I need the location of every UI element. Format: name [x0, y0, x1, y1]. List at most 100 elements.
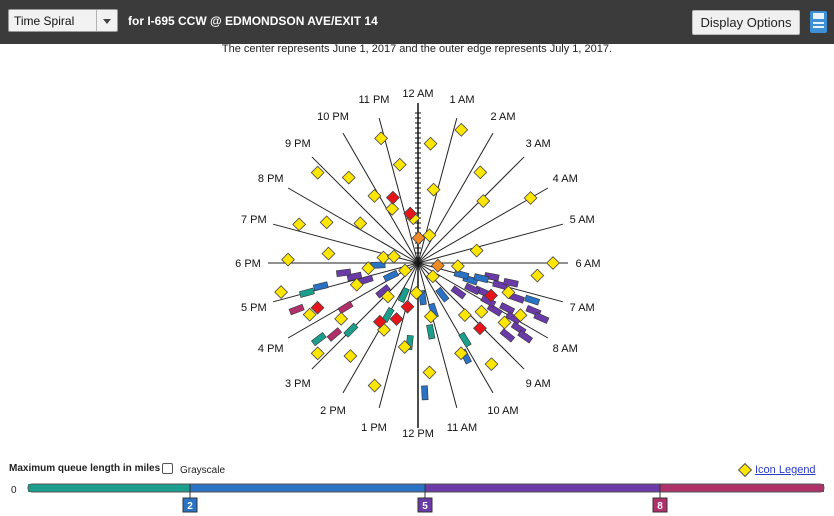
event-diamond-mark [423, 136, 438, 151]
view-select-label: Time Spiral [14, 14, 75, 28]
queue-bar-mark [503, 278, 519, 288]
grayscale-checkbox[interactable] [162, 463, 173, 474]
icon-legend-link[interactable]: Icon Legend [755, 464, 816, 476]
hour-label: 10 PM [317, 111, 349, 123]
event-diamond-mark [430, 258, 445, 273]
event-diamond-mark [469, 243, 484, 258]
hour-label: 6 PM [235, 258, 261, 270]
queue-length-scale: 2 5 8 [27, 483, 825, 513]
queue-bar-mark [473, 273, 490, 284]
queue-bar-mark [458, 331, 472, 348]
hour-label: 6 AM [575, 258, 600, 270]
event-diamond-mark [501, 285, 516, 300]
hour-spoke [311, 156, 419, 264]
threshold-marker [652, 497, 668, 513]
queue-bar-mark [426, 324, 436, 340]
hour-label: 5 PM [241, 302, 267, 314]
event-diamond-mark [310, 165, 325, 180]
hour-spoke [417, 262, 458, 409]
queue-bar-mark [486, 303, 503, 317]
event-diamond-mark [343, 349, 358, 363]
threshold-label: 2 [187, 501, 193, 512]
queue-bar-mark [524, 294, 541, 306]
hour-label: 3 AM [526, 138, 551, 150]
event-diamond-mark [302, 307, 317, 322]
event-diamond-mark [385, 201, 400, 216]
queue-bar-mark [533, 311, 550, 324]
event-diamond-mark [425, 269, 440, 284]
queue-bar-mark [288, 303, 305, 316]
event-diamond-mark [497, 315, 512, 330]
event-diamond-mark [426, 182, 441, 197]
threshold-marker [182, 497, 198, 513]
event-diamond-mark [392, 157, 407, 172]
event-diamond-mark [374, 131, 389, 146]
event-diamond-mark [422, 228, 437, 243]
threshold-marker [417, 497, 433, 513]
hour-spoke [417, 262, 564, 303]
event-diamond-mark [454, 346, 468, 361]
event-diamond-mark [523, 191, 538, 205]
event-diamond-mark [397, 340, 412, 354]
legend-title: Maximum queue length in miles [9, 463, 161, 474]
queue-bar-mark [299, 287, 315, 298]
event-diamond-mark [310, 300, 325, 315]
grayscale-label: Grayscale [180, 465, 226, 476]
hour-label: 4 AM [553, 173, 578, 185]
event-diamond-mark [349, 277, 364, 292]
queue-bar-mark [311, 332, 327, 347]
queue-bar-mark [435, 286, 450, 303]
event-diamond-mark [423, 309, 438, 324]
hour-label: 11 AM [447, 422, 477, 434]
event-diamond-mark [454, 122, 469, 137]
event-diamond-mark [403, 206, 418, 221]
event-diamond-mark [530, 268, 545, 283]
threshold-label: 5 [422, 501, 428, 512]
event-diamond-mark [400, 299, 415, 314]
view-select[interactable]: Time Spiral [8, 9, 118, 32]
queue-bar-mark [337, 300, 354, 315]
event-diamond-mark [474, 304, 489, 319]
event-diamond-mark [321, 246, 336, 261]
time-spiral-chart: 12 AM 1 AM 2 AM 3 AM 4 AM 5 AM 6 AM 7 AM 8 AM 9 A… [235, 88, 600, 440]
event-diamond-mark [380, 289, 395, 304]
save-icon[interactable] [810, 11, 827, 33]
event-diamond-mark [450, 259, 465, 274]
hour-label: 4 PM [258, 343, 284, 355]
hour-spoke [287, 187, 419, 264]
event-diamond-mark [389, 312, 404, 326]
scale-segment [190, 484, 425, 492]
hour-label: 12 AM [402, 88, 433, 100]
toolbar: Time Spiral for I-695 CCW @ EDMONDSON AV… [0, 0, 834, 44]
hour-label: 8 PM [258, 173, 284, 185]
queue-bar-mark [421, 385, 429, 401]
hour-label: 9 PM [285, 138, 311, 150]
chevron-down-icon[interactable] [96, 10, 117, 31]
hour-label: 8 AM [553, 343, 578, 355]
hour-spoke [417, 262, 494, 394]
hour-spoke [311, 262, 419, 370]
event-diamond-mark [484, 288, 499, 303]
display-options-button[interactable]: Display Options [692, 10, 800, 35]
hour-label: 2 AM [490, 111, 515, 123]
event-diamond-mark [274, 285, 288, 300]
hour-spoke [378, 117, 419, 264]
queue-bar-mark [312, 281, 329, 292]
hour-label: 3 PM [285, 378, 311, 390]
queue-bar-mark [464, 282, 481, 295]
hour-spoke [378, 262, 419, 409]
event-diamond-mark [457, 308, 472, 322]
event-diamond-mark [281, 252, 295, 267]
scale-segment [425, 484, 660, 492]
hour-label: 2 PM [320, 405, 346, 417]
queue-bar-mark [517, 329, 534, 344]
event-diamond-mark [319, 215, 334, 230]
event-diamond-mark [292, 217, 307, 232]
event-diamond-mark [546, 256, 560, 270]
event-diamond-mark [422, 365, 437, 380]
hour-spoke [417, 132, 494, 264]
queue-bar-mark [450, 285, 467, 300]
hour-label: 7 PM [241, 214, 267, 226]
chart-caption: The center represents June 1, 2017 and t… [221, 43, 613, 55]
legend-diamond-icon [737, 462, 753, 478]
